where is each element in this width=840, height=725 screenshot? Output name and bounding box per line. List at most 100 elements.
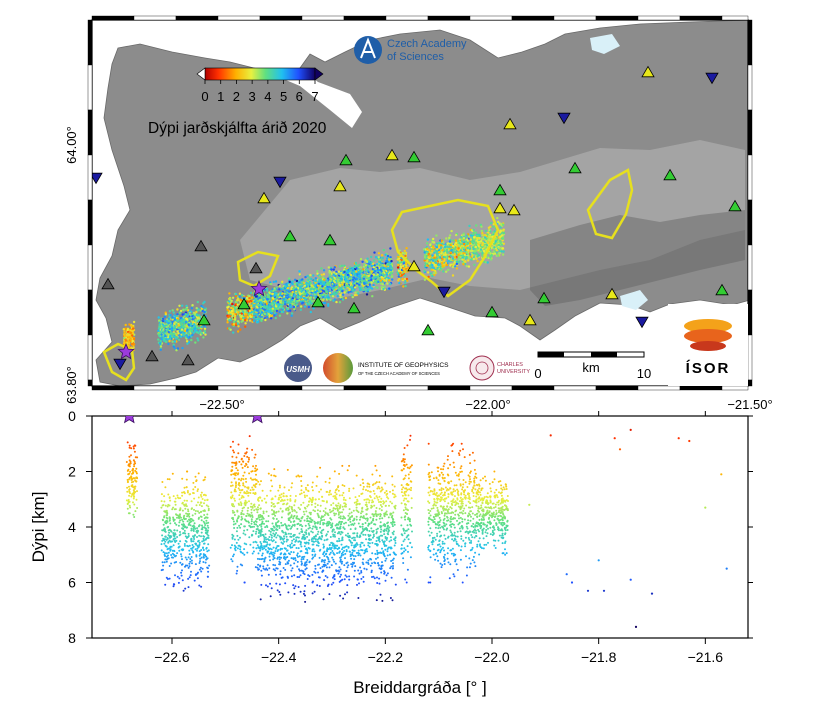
map-epicenter xyxy=(252,311,254,313)
map-epicenter xyxy=(402,252,404,254)
map-epicenter xyxy=(178,324,180,326)
map-epicenter xyxy=(165,341,167,343)
map-epicenter xyxy=(333,280,335,282)
map-epicenter xyxy=(476,235,478,237)
map-epicenter xyxy=(311,300,313,302)
map-epicenter xyxy=(123,337,125,339)
map-epicenter xyxy=(439,265,441,267)
map-epicenter xyxy=(173,314,175,316)
map-epicenter xyxy=(405,263,407,265)
depth-point xyxy=(201,516,203,518)
map-epicenter xyxy=(226,309,228,311)
map-epicenter xyxy=(310,284,312,286)
map-epicenter xyxy=(264,319,266,321)
map-epicenter xyxy=(382,283,384,285)
map-epicenter xyxy=(279,285,281,287)
map-epicenter xyxy=(462,254,464,256)
map-epicenter xyxy=(386,263,388,265)
map-epicenter xyxy=(367,269,369,271)
depth-point xyxy=(131,481,133,483)
map-epicenter xyxy=(354,294,356,296)
map-epicenter xyxy=(128,323,130,325)
map-epicenter xyxy=(426,242,428,244)
map-epicenter xyxy=(312,307,314,309)
depth-point xyxy=(163,524,165,526)
frame-tick-top xyxy=(92,16,134,20)
map-epicenter xyxy=(327,288,329,290)
map-epicenter xyxy=(181,318,183,320)
map-epicenter xyxy=(323,273,325,275)
map-epicenter xyxy=(185,313,187,315)
map-epicenter xyxy=(333,268,335,270)
map-epicenter xyxy=(427,271,429,273)
depth-point xyxy=(163,543,165,545)
depth-point xyxy=(175,540,177,542)
map-epicenter xyxy=(293,306,295,308)
depth-point xyxy=(127,470,129,472)
depth-point xyxy=(198,540,200,542)
map-epicenter xyxy=(498,247,500,249)
map-epicenter xyxy=(318,289,320,291)
depth-point xyxy=(195,476,197,478)
frame-tick-bottom xyxy=(344,386,386,390)
depth-point xyxy=(203,557,205,559)
map-epicenter xyxy=(246,311,248,313)
depth-point xyxy=(179,513,181,515)
map-epicenter xyxy=(271,312,273,314)
depth-point xyxy=(200,567,202,569)
map-epicenter xyxy=(484,245,486,247)
map-epicenter xyxy=(127,334,129,336)
depth-point xyxy=(202,547,204,549)
map-epicenter xyxy=(301,288,303,290)
map-epicenter xyxy=(387,267,389,269)
map-epicenter xyxy=(193,332,195,334)
map-epicenter xyxy=(382,288,384,290)
depth-point xyxy=(194,580,196,582)
map-epicenter xyxy=(461,258,463,260)
map-epicenter xyxy=(345,278,347,280)
map-epicenter xyxy=(298,270,300,272)
map-epicenter xyxy=(273,281,275,283)
map-epicenter xyxy=(404,252,406,254)
map-epicenter xyxy=(499,226,501,228)
map-epicenter xyxy=(199,309,201,311)
depth-point xyxy=(169,505,171,507)
map-epicenter xyxy=(337,276,339,278)
depth-point xyxy=(163,515,165,517)
map-epicenter xyxy=(397,264,399,266)
map-epicenter xyxy=(343,271,345,273)
depth-point xyxy=(195,563,197,565)
map-epicenter xyxy=(440,252,442,254)
depth-point xyxy=(192,525,194,527)
depth-point xyxy=(197,530,199,532)
frame-tick-bottom xyxy=(218,386,260,390)
map-epicenter xyxy=(278,303,280,305)
map-epicenter xyxy=(196,307,198,309)
map-epicenter xyxy=(343,280,345,282)
map-epicenter xyxy=(466,238,468,240)
map-epicenter xyxy=(254,301,256,303)
map-epicenter xyxy=(495,240,497,242)
map-epicenter xyxy=(266,288,268,290)
map-epicenter xyxy=(423,270,425,272)
map-epicenter xyxy=(345,297,347,299)
map-epicenter xyxy=(486,257,488,259)
map-epicenter xyxy=(291,291,293,293)
depth-point xyxy=(192,514,194,516)
depth-point xyxy=(161,534,163,536)
map-epicenter xyxy=(260,306,262,308)
map-epicenter xyxy=(239,328,241,330)
map-epicenter xyxy=(172,333,174,335)
map-epicenter xyxy=(362,280,364,282)
map-epicenter xyxy=(354,286,356,288)
depth-point xyxy=(207,517,209,519)
depth-point xyxy=(161,529,163,531)
depth-point xyxy=(170,563,172,565)
depth-point xyxy=(133,448,135,450)
map-epicenter xyxy=(373,273,375,275)
depth-point xyxy=(167,526,169,528)
map-epicenter xyxy=(203,311,205,313)
map-epicenter xyxy=(169,314,171,316)
map-epicenter xyxy=(313,293,315,295)
